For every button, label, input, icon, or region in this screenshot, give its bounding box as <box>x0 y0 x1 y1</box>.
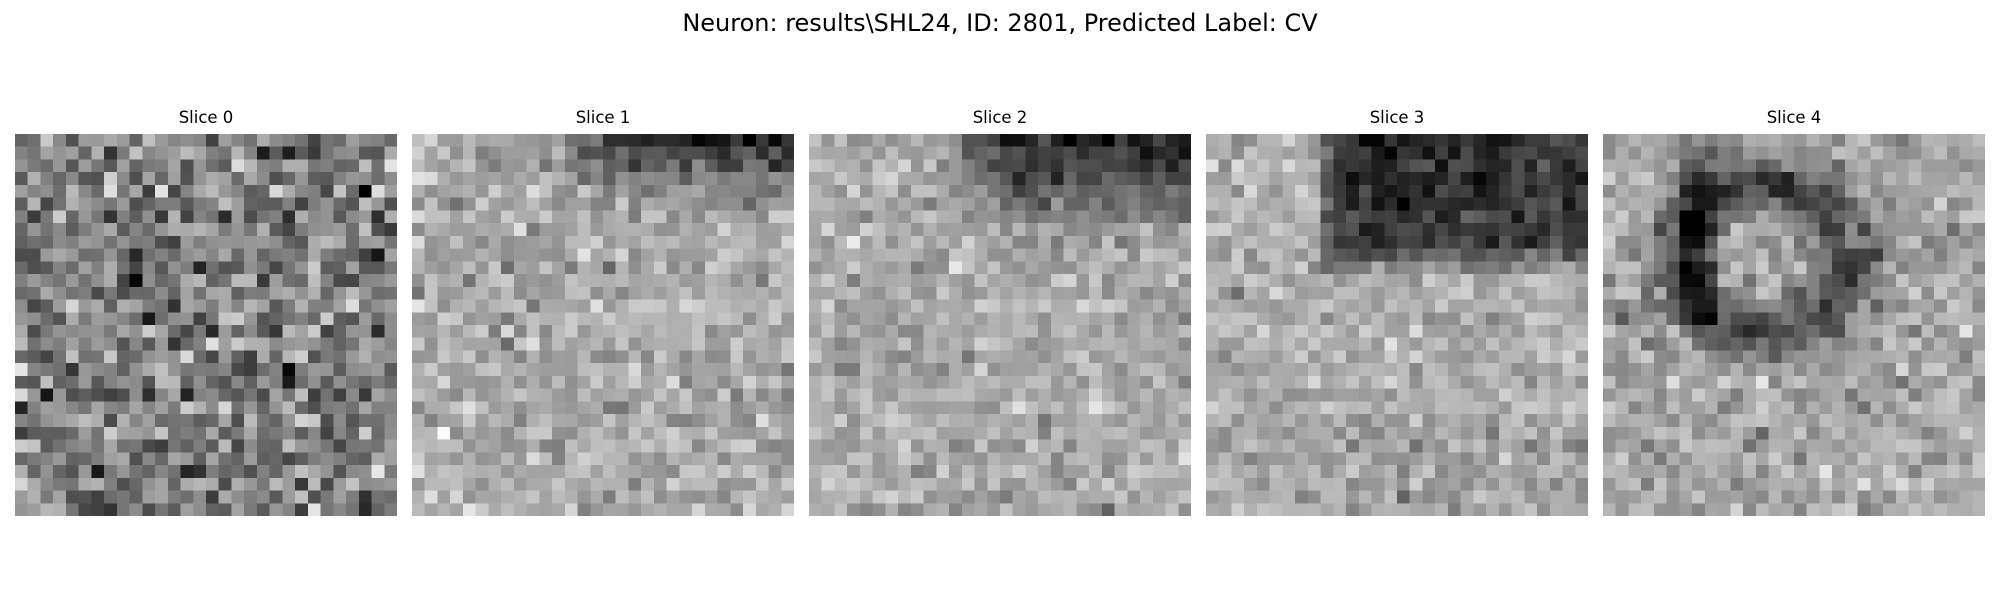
slice-title: Slice 3 <box>1369 108 1425 127</box>
slice-panel-4: Slice 4 <box>1603 108 1985 516</box>
slice-panel-1: Slice 1 <box>412 108 794 516</box>
slice-panel-3: Slice 3 <box>1206 108 1588 516</box>
slice-title: Slice 0 <box>178 108 234 127</box>
slice-image <box>1603 134 1985 516</box>
slice-panel-0: Slice 0 <box>15 108 397 516</box>
figure-title: Neuron: results\SHL24, ID: 2801, Predict… <box>682 9 1318 37</box>
slice-title: Slice 1 <box>575 108 631 127</box>
slice-panel-2: Slice 2 <box>809 108 1191 516</box>
slice-image <box>809 134 1191 516</box>
slice-image <box>1206 134 1588 516</box>
slice-title: Slice 2 <box>972 108 1028 127</box>
slice-image <box>15 134 397 516</box>
slice-title: Slice 4 <box>1766 108 1822 127</box>
slice-image <box>412 134 794 516</box>
